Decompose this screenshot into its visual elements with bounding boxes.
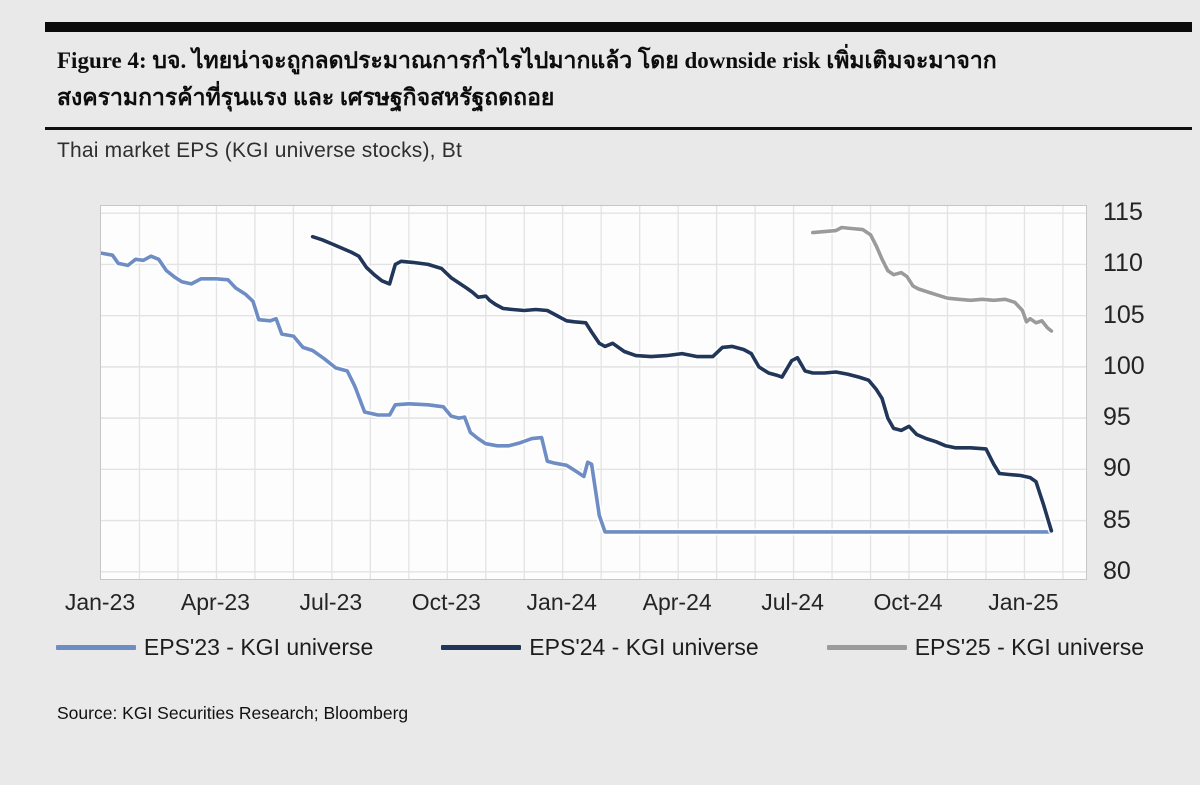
y-tick-label: 90	[1103, 454, 1131, 483]
y-tick-label: 80	[1103, 556, 1131, 585]
x-tick-label: Jul-23	[299, 589, 363, 615]
legend-swatch	[826, 645, 907, 650]
x-tick-label: Jan-23	[64, 589, 136, 615]
top-divider-bar	[45, 22, 1192, 32]
y-tick-label: 110	[1103, 249, 1143, 278]
legend-item: EPS'23 - KGI universe	[55, 634, 374, 661]
legend-swatch	[441, 645, 522, 650]
legend-swatch	[55, 645, 136, 650]
figure-title-line2: สงครามการค้าที่รุนแรง และ เศรษฐกิจสหรัฐถ…	[57, 85, 555, 110]
y-tick-label: 100	[1103, 351, 1145, 380]
legend-label: EPS'23 - KGI universe	[143, 634, 374, 660]
legend-item: EPS'24 - KGI universe	[441, 634, 759, 661]
series-line-0	[101, 251, 1054, 534]
x-tick-label: Jul-24	[761, 589, 824, 615]
eps-line-chart	[101, 206, 1086, 579]
y-tick-label: 105	[1103, 300, 1145, 329]
x-tick-label: Jan-24	[526, 589, 597, 615]
x-tick-label: Oct-23	[411, 589, 481, 615]
source-note: Source: KGI Securities Research; Bloombe…	[57, 703, 409, 723]
legend-item: EPS'25 - KGI universe	[826, 634, 1145, 661]
legend-label: EPS'25 - KGI universe	[914, 634, 1145, 660]
chart-subtitle: Thai market EPS (KGI universe stocks), B…	[57, 139, 462, 162]
legend-label: EPS'24 - KGI universe	[529, 634, 759, 660]
title-divider-rule	[45, 127, 1192, 130]
x-tick-label: Oct-24	[873, 589, 943, 615]
figure-title-line1: Figure 4: บจ. ไทยน่าจะถูกลดประมาณการกำไร…	[57, 48, 997, 73]
chart-legend: EPS'23 - KGI universe EPS'24 - KGI univer…	[45, 634, 1155, 661]
figure-title: Figure 4: บจ. ไทยน่าจะถูกลดประมาณการกำไร…	[57, 42, 1167, 116]
x-tick-label: Apr-24	[642, 589, 712, 615]
series-halo-1	[309, 233, 1055, 535]
y-tick-label: 85	[1103, 505, 1131, 534]
y-tick-label: 115	[1103, 198, 1143, 227]
series-line-2	[810, 225, 1054, 333]
x-tick-label: Jan-25	[988, 589, 1059, 615]
series-line-1	[310, 234, 1054, 533]
x-tick-label: Apr-23	[180, 589, 250, 615]
plot-area	[100, 205, 1087, 580]
y-tick-label: 95	[1103, 403, 1131, 432]
